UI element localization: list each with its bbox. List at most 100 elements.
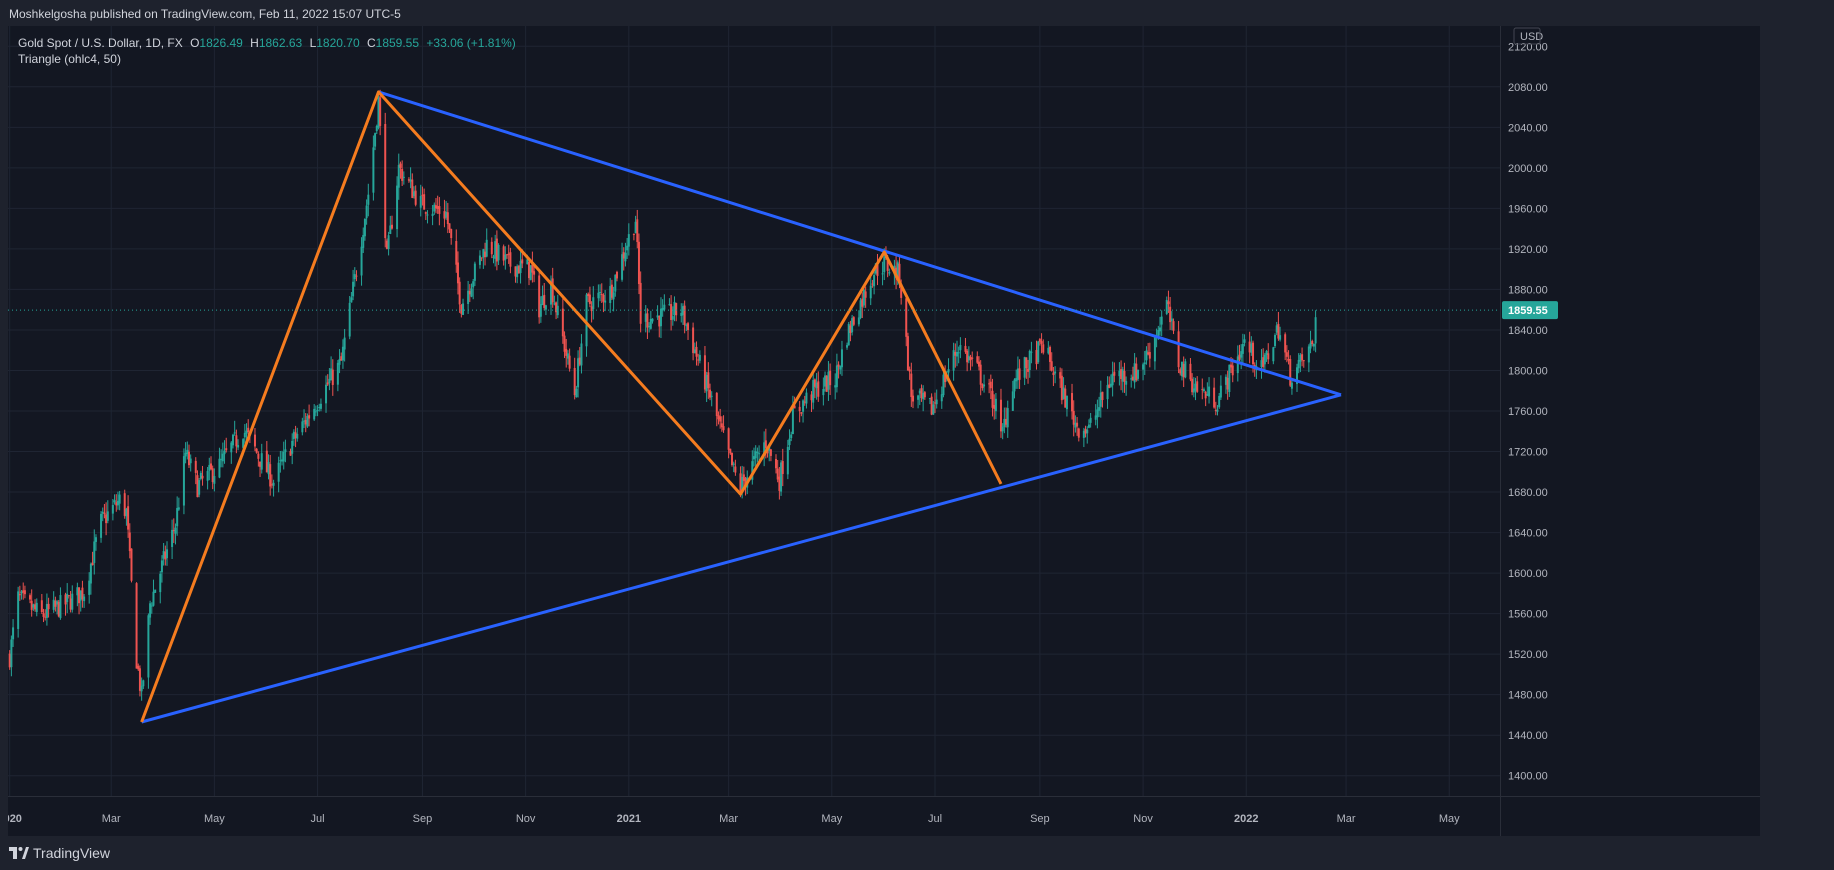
candle-body: [1074, 422, 1077, 428]
candle-body: [1052, 372, 1055, 376]
candle-body: [991, 390, 994, 408]
time-tick-label: 2020: [8, 813, 22, 825]
candle-body: [644, 313, 647, 322]
candle-body: [670, 304, 673, 321]
candle-body: [681, 306, 684, 316]
candle-body: [509, 252, 512, 267]
candle-body: [966, 350, 969, 363]
chart-area[interactable]: 1400.00 1440.00 1480.00 1520.00 1560.00 1600.…: [8, 26, 1760, 836]
candle-body: [377, 96, 380, 128]
candle-body: [66, 593, 69, 603]
price-chart-svg[interactable]: 1400.00 1440.00 1480.00 1520.00 1560.00 1600.…: [8, 26, 1760, 836]
candle-body: [54, 600, 57, 607]
candle-body: [566, 353, 569, 359]
candle-body: [336, 362, 339, 385]
candle-body: [162, 551, 165, 559]
candle-body: [59, 595, 62, 619]
candle-body: [450, 229, 453, 239]
candle-body: [528, 261, 531, 279]
candle-body: [999, 399, 1002, 432]
candle-body: [531, 262, 534, 273]
footer-brand[interactable]: TradingView: [9, 845, 110, 861]
candle-body: [827, 371, 830, 390]
candle-body: [1284, 334, 1287, 353]
candle-body: [341, 346, 344, 361]
candle-body: [969, 356, 972, 361]
candle-body: [101, 511, 104, 514]
candle-body: [876, 265, 879, 276]
candle-body: [1314, 317, 1317, 344]
candle-body: [270, 484, 273, 486]
candle-body: [265, 450, 268, 473]
candle-body: [1302, 360, 1305, 362]
candle-body: [194, 460, 197, 473]
candle-body: [556, 305, 559, 316]
candle-body: [83, 596, 86, 602]
candle-body: [659, 308, 662, 327]
candle-body: [812, 380, 815, 403]
candle-body: [23, 590, 26, 595]
candle-body: [774, 458, 777, 469]
candle-body: [319, 403, 322, 409]
candle-body: [1025, 357, 1028, 369]
candle-body: [703, 355, 706, 390]
indicator-name[interactable]: Triangle (ohlc4, 50): [18, 52, 121, 66]
candle-body: [81, 587, 84, 600]
candle-body: [1172, 321, 1175, 331]
candle-body: [140, 685, 143, 692]
candle-body: [778, 476, 781, 491]
candle-body: [409, 179, 412, 182]
candle-body: [954, 352, 957, 356]
candle-body: [888, 272, 891, 274]
candle-body: [230, 442, 233, 453]
candle-body: [697, 359, 700, 361]
candle-body: [825, 375, 828, 392]
candle-body: [1143, 362, 1146, 365]
candle-body: [563, 335, 566, 352]
candle-body: [1240, 351, 1243, 358]
candle-body: [1297, 359, 1300, 369]
candle-body: [458, 281, 461, 305]
candle-body: [1101, 391, 1104, 401]
candle-body: [824, 375, 827, 387]
candle-body: [614, 274, 617, 292]
candle-body: [1042, 344, 1045, 353]
candle-body: [837, 364, 840, 367]
candle-body: [159, 573, 162, 593]
price-tick-label: 1680.00: [1508, 487, 1548, 499]
candle-body: [612, 292, 615, 300]
candle-body: [727, 428, 730, 450]
candle-body: [741, 476, 744, 493]
candle-body: [800, 412, 803, 414]
candle-body: [1299, 355, 1302, 362]
candle-body: [964, 345, 967, 352]
candle-body: [803, 401, 806, 403]
candle-body: [88, 580, 91, 595]
candle-body: [908, 369, 911, 372]
candle-body: [455, 241, 458, 265]
candle-body: [977, 361, 980, 367]
time-tick-label: May: [204, 813, 225, 825]
candle-body: [813, 379, 816, 387]
candle-body: [30, 600, 33, 610]
candle-body: [247, 427, 250, 432]
candle-body: [1196, 381, 1199, 392]
price-tick-label: 1960.00: [1508, 203, 1548, 215]
candle-body: [1191, 378, 1194, 393]
symbol-name[interactable]: Gold Spot / U.S. Dollar, 1D, FX: [18, 36, 183, 50]
candle-body: [231, 434, 234, 446]
candle-body: [127, 506, 130, 530]
candle-body: [516, 266, 519, 278]
candle-body: [1158, 327, 1161, 332]
candle-body: [325, 384, 328, 404]
candle-body: [952, 350, 955, 371]
candle-body: [490, 241, 493, 255]
candle-body: [526, 259, 529, 265]
candle-body: [338, 358, 341, 365]
time-tick-label: Mar: [719, 813, 738, 825]
candle-body: [1106, 385, 1109, 400]
candle-body: [543, 294, 546, 308]
candle-body: [627, 234, 630, 247]
candle-body: [565, 348, 568, 356]
candle-body: [412, 191, 415, 197]
